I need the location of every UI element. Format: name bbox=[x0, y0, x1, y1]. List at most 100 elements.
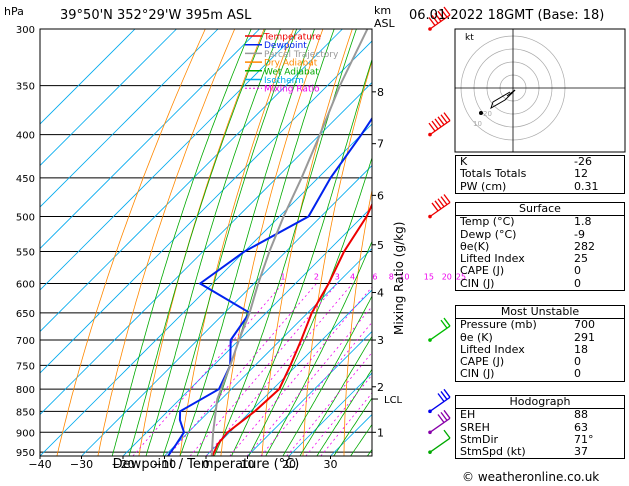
km-tick-label: 3 bbox=[377, 334, 384, 347]
mixing-ratio-label: 25 bbox=[456, 272, 466, 281]
isotherm-line bbox=[288, 372, 372, 456]
wet-adiabat-line bbox=[333, 397, 372, 456]
mixing-ratio-label: 8 bbox=[389, 272, 394, 281]
axes: 1 2 3 4 6 8 10 15 20 2530035040045050055060065070… bbox=[16, 25, 466, 471]
isotherm-line bbox=[205, 289, 372, 456]
legend-label: Temperature bbox=[263, 33, 321, 43]
wet-adiabat-line bbox=[162, 29, 298, 456]
pressure-tick-label: 450 bbox=[16, 174, 35, 185]
wind-barb bbox=[428, 194, 451, 219]
mixing-ratio-line bbox=[246, 305, 372, 456]
hodograph-title: Hodograph bbox=[456, 395, 624, 410]
surface-row: Temp (°C) 1.8 bbox=[460, 215, 592, 229]
hodo-row: SREH 63 bbox=[460, 420, 588, 434]
mixing-ratio-label: 1 bbox=[280, 272, 285, 281]
copyright: © weatheronline.co.uk bbox=[462, 470, 600, 484]
wet-adiabat-line bbox=[145, 29, 281, 456]
legend-label: Dry Adiabat bbox=[264, 59, 318, 69]
mu-row: θe (K) 291 bbox=[460, 330, 595, 344]
wet-adiabat-line bbox=[231, 58, 372, 456]
km-tick-label: 4 bbox=[377, 287, 384, 300]
pressure-tick-label: 550 bbox=[16, 248, 35, 259]
x-tick-label: −30 bbox=[70, 458, 93, 471]
pressure-tick-label: 950 bbox=[16, 448, 35, 459]
surface-row: θe(K) 282 bbox=[460, 239, 595, 253]
pressure-tick-label: 600 bbox=[16, 279, 35, 290]
x-tick-label: −10 bbox=[153, 458, 176, 471]
asl-label: ASL bbox=[374, 17, 395, 30]
mixing-ratio-label: 15 bbox=[424, 272, 434, 281]
surface-row: CAPE (J) 0 bbox=[460, 264, 581, 278]
wind-barb bbox=[428, 6, 451, 31]
wet-adiabat-line bbox=[316, 368, 372, 456]
wet-adiabat-line bbox=[299, 335, 372, 456]
surface-row: Lifted Index 25 bbox=[460, 252, 588, 266]
wind-barb bbox=[428, 429, 451, 454]
dry-adiabat-line bbox=[97, 29, 236, 456]
pressure-tick-label: 650 bbox=[16, 309, 35, 320]
isotherm-line bbox=[164, 247, 372, 456]
lcl-label: LCL bbox=[384, 395, 403, 406]
isotherm-line bbox=[40, 81, 372, 416]
pressure-tick-label: 500 bbox=[16, 213, 35, 224]
most-unstable-title: Most Unstable bbox=[456, 305, 624, 320]
wind-barb bbox=[428, 388, 451, 414]
km-tick-label: 1 bbox=[377, 426, 384, 439]
mu-row: Lifted Index 18 bbox=[460, 342, 588, 356]
hodo-row: EH 88 bbox=[460, 408, 588, 422]
location-title: 39°50'N 352°29'W 395m ASL bbox=[60, 8, 252, 23]
wet-adiabat-line bbox=[196, 29, 335, 456]
km-label: km bbox=[374, 4, 392, 17]
isotherm-line bbox=[247, 330, 372, 456]
mixing-ratio-label: 2 bbox=[314, 272, 319, 281]
surface-row: Dewp (°C) -9 bbox=[460, 227, 585, 241]
surface-title: Surface bbox=[456, 202, 624, 217]
indices-table: K -26 Totals Totals 12 PW (cm) 0.31 bbox=[455, 155, 625, 194]
series-parcel-trajectory-line bbox=[210, 29, 369, 456]
legend-label: Dewpoint bbox=[264, 41, 307, 51]
legend-label: Isotherm bbox=[264, 76, 304, 86]
mixing-ratio-label: 20 bbox=[442, 272, 452, 281]
hodograph-ring-label: 20 bbox=[483, 110, 492, 118]
dry-adiabat-line bbox=[56, 29, 206, 456]
wind-barb bbox=[428, 112, 451, 137]
x-tick-label: 20 bbox=[282, 458, 296, 471]
hodo-row: StmDir 71° bbox=[460, 432, 594, 446]
mixing-ratio-label: 10 bbox=[399, 272, 409, 281]
background-lines bbox=[40, 29, 372, 456]
isotherm-line bbox=[40, 123, 372, 456]
legend-label: Mixing Ratio bbox=[264, 85, 320, 95]
pressure-tick-label: 300 bbox=[16, 25, 35, 36]
mu-row: CAPE (J) 0 bbox=[460, 355, 581, 369]
x-tick-label: −20 bbox=[111, 458, 134, 471]
isotherm-line bbox=[40, 29, 219, 208]
hodograph-table: Hodograph EH 88 SREH 63 StmDir 71° StmSpd (… bbox=[455, 395, 625, 460]
hodo-row: StmSpd (kt) 37 bbox=[460, 445, 588, 459]
date-title: 06.01.2022 18GMT (Base: 18) bbox=[409, 8, 605, 23]
isotherm-line bbox=[122, 206, 372, 456]
legend-label: Parcel Trajectory bbox=[264, 50, 339, 60]
mu-row: CIN (J) 0 bbox=[460, 367, 581, 381]
sounding-lines bbox=[166, 29, 372, 456]
km-tick-label: 7 bbox=[377, 138, 384, 151]
dry-adiabat-line bbox=[261, 29, 353, 456]
mixing-ratio-label: 6 bbox=[372, 272, 377, 281]
dry-adiabat-line bbox=[138, 29, 265, 456]
series-dewpoint-line bbox=[166, 116, 372, 456]
series-temperature-line bbox=[211, 202, 372, 456]
wet-adiabat-line bbox=[128, 29, 266, 456]
pressure-tick-label: 400 bbox=[16, 131, 35, 142]
legend-label: Wet Adiabat bbox=[264, 67, 319, 77]
x-tick-label: 30 bbox=[324, 458, 338, 471]
x-tick-label: 10 bbox=[241, 458, 255, 471]
km-tick-label: 2 bbox=[377, 381, 384, 394]
surface-table: Surface Temp (°C) 1.8 Dewp (°C) -9 θe(K) 28… bbox=[455, 202, 625, 292]
pressure-tick-label: 850 bbox=[16, 407, 35, 418]
km-tick-label: 5 bbox=[377, 239, 384, 252]
wind-barbs bbox=[428, 6, 451, 454]
wet-adiabat-line bbox=[282, 295, 372, 456]
plot-frame bbox=[39, 28, 373, 457]
wet-adiabat-line bbox=[248, 156, 372, 456]
